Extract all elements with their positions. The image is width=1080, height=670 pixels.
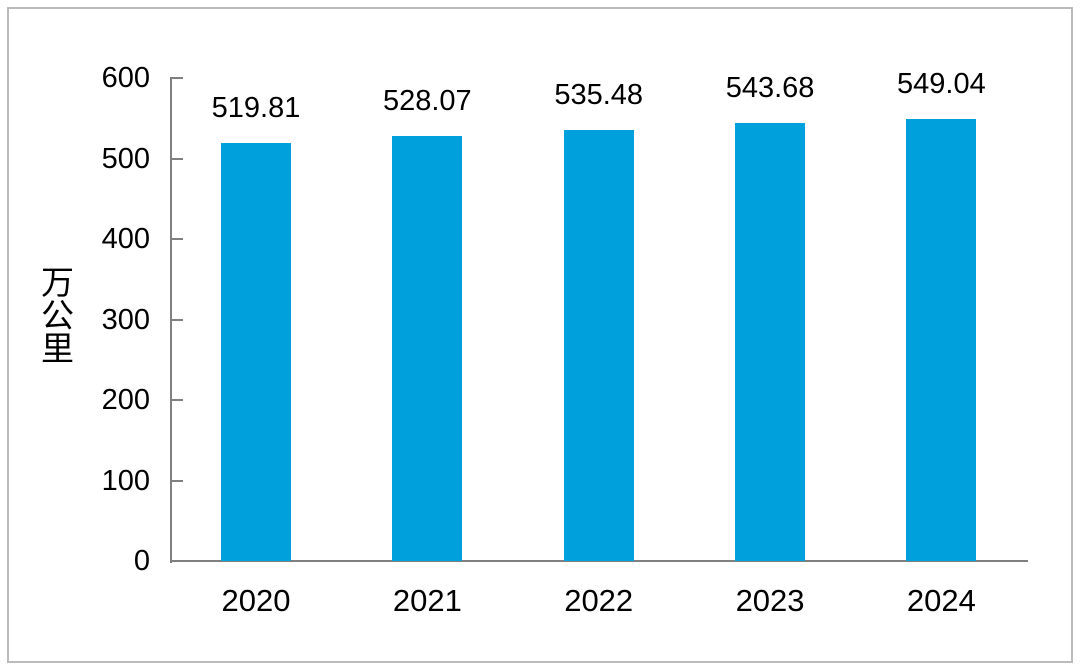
- y-tick-mark: [170, 157, 183, 160]
- x-tick-label: 2024: [906, 583, 976, 618]
- y-tick-label: 100: [101, 464, 150, 497]
- bar-value-label: 528.07: [382, 84, 472, 117]
- bar: [221, 142, 291, 561]
- bar-value-label: 535.48: [554, 78, 644, 111]
- y-tick-mark: [170, 77, 183, 79]
- x-tick-label: 2020: [221, 583, 291, 618]
- y-tick-mark: [170, 560, 183, 562]
- bar: [392, 135, 463, 561]
- y-axis-title: 万公里: [41, 264, 74, 367]
- bar-value-label: 549.04: [897, 68, 986, 101]
- y-tick-label: 0: [133, 545, 150, 577]
- bar: [906, 119, 977, 561]
- y-tick-label: 300: [101, 303, 150, 336]
- y-tick-label: 500: [101, 142, 150, 175]
- y-tick-mark: [170, 479, 183, 482]
- y-tick-label: 400: [101, 223, 150, 255]
- y-tick-label: 200: [101, 384, 150, 416]
- bar-value-label: 543.68: [725, 72, 815, 105]
- chart-border-frame: [7, 7, 1073, 663]
- bar-value-label: 519.81: [211, 91, 301, 124]
- x-axis-line: [170, 560, 1028, 562]
- y-tick-mark: [170, 318, 183, 321]
- x-tick-label: 2021: [392, 583, 462, 618]
- y-tick-mark: [170, 399, 183, 401]
- bar: [735, 123, 806, 561]
- y-tick-mark: [170, 238, 183, 240]
- y-tick-label: 600: [101, 62, 150, 94]
- x-tick-label: 2022: [564, 583, 634, 618]
- x-tick-label: 2023: [735, 583, 805, 618]
- bar: [563, 129, 634, 561]
